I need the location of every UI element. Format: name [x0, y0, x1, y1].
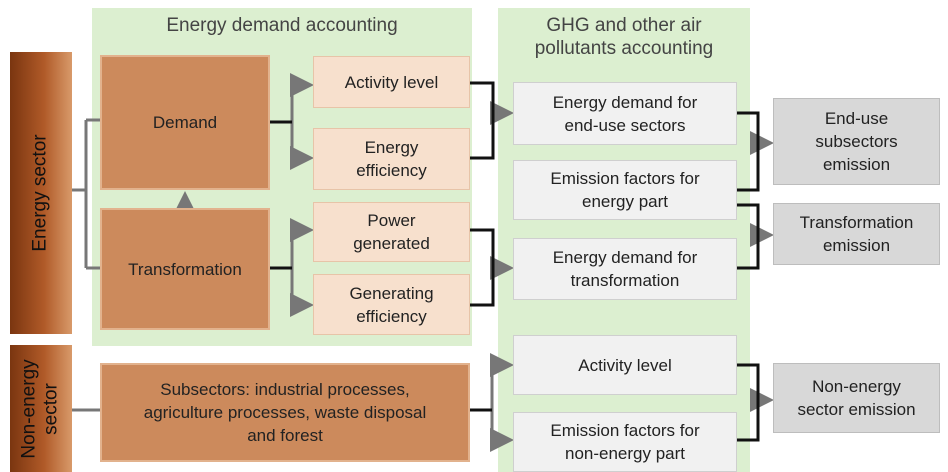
- node: Emission factors for energy part: [513, 160, 737, 220]
- text: Energy: [364, 138, 419, 157]
- text: Emission factors for: [550, 421, 700, 440]
- text: efficiency: [356, 161, 427, 180]
- text: sector emission: [797, 400, 916, 419]
- node: End-use subsectors emission: [773, 98, 940, 185]
- text: emission: [822, 155, 891, 174]
- node: Generating efficiency: [313, 274, 470, 335]
- text: Non-energy: [812, 377, 901, 396]
- text: Emission factors for: [550, 169, 700, 188]
- text: non-energy part: [564, 444, 686, 463]
- text: End-use: [824, 109, 889, 128]
- node: Subsectors: industrial processes, agricul…: [100, 363, 470, 462]
- text: Energy demand accounting: [166, 15, 398, 36]
- text: end-use sectors: [564, 115, 686, 135]
- text: energy part: [582, 192, 668, 211]
- panel-title: GHG and other air pollutants accounting: [498, 14, 750, 60]
- text: efficiency: [356, 306, 427, 326]
- text: Energy demand for: [552, 92, 698, 112]
- text: Demand: [152, 113, 218, 132]
- node: Activity level: [513, 335, 737, 395]
- node: Demand: [100, 55, 270, 190]
- text: Transformation: [799, 213, 914, 232]
- black-brackets: [270, 81, 760, 442]
- text: pollutants accounting: [534, 38, 714, 59]
- node: Transformation: [100, 208, 270, 330]
- text: generated: [353, 234, 430, 253]
- text: agriculture processes, waste disposal: [143, 403, 427, 422]
- sector: Non-energy sector: [10, 345, 72, 472]
- text: Generating: [349, 283, 434, 303]
- text: Activity level: [344, 72, 439, 92]
- text: and forest: [247, 426, 323, 445]
- text: Activity level: [578, 355, 672, 375]
- text: Subsectors: industrial processes,: [160, 380, 410, 399]
- text: Energy demand for: [552, 248, 698, 267]
- sector: Energy sector: [10, 52, 72, 334]
- text: subsectors: [815, 132, 898, 151]
- panel-title: Energy demand accounting: [92, 14, 472, 37]
- text: transformation: [570, 271, 680, 290]
- node: Non-energy sector emission: [773, 363, 940, 433]
- text: emission: [822, 236, 891, 255]
- node: Power generated: [313, 202, 470, 262]
- node: Transformation emission: [773, 203, 940, 265]
- text: Power: [367, 211, 416, 230]
- text: GHG and other air: [546, 15, 702, 36]
- node: Energy efficiency: [313, 128, 470, 190]
- node: Emission factors for non-energy part: [513, 412, 737, 472]
- text: Transformation: [128, 259, 242, 279]
- node: Activity level: [313, 56, 470, 108]
- node: Energy demand for transformation: [513, 238, 737, 300]
- node: Energy demand for end-use sectors: [513, 82, 737, 145]
